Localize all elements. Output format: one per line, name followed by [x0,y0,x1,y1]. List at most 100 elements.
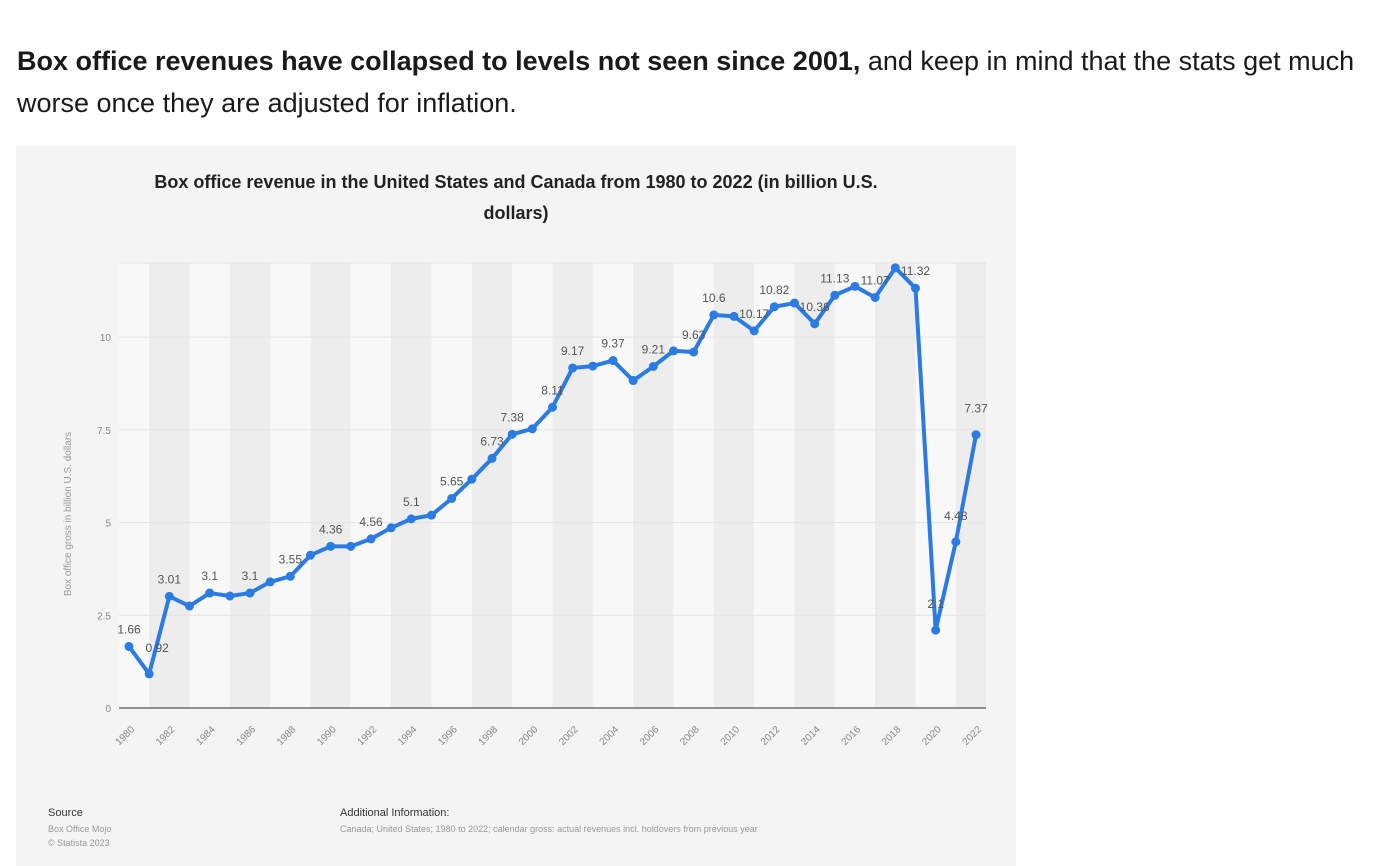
data-label-2008: 9.63 [682,328,706,342]
y-tick-label: 5 [105,519,111,530]
chart-card: Box office revenue in the United States … [16,146,1016,866]
data-point-1991 [346,541,356,551]
x-tick-label: 2004 [598,724,622,748]
data-point-2002 [568,363,578,373]
source-heading: Source [48,807,83,819]
x-tick-label: 1998 [477,724,501,748]
data-point-1993 [386,523,396,533]
additional-info-heading: Additional Information: [340,807,449,819]
data-label-1999: 7.38 [500,410,524,424]
data-point-1990 [326,541,336,551]
data-label-1988: 3.55 [279,552,303,566]
band-2004 [592,263,634,708]
band-2012 [754,263,795,708]
x-tick-label: 1982 [154,724,178,748]
data-point-2017 [870,292,880,302]
x-tick-label: 2014 [799,724,823,748]
band-1994 [391,263,432,708]
data-label-2001: 8.11 [541,383,564,397]
data-label-1998: 6.73 [480,434,504,448]
y-tick-label: 0 [105,704,111,715]
data-label-1982: 3.01 [158,572,182,586]
source-line2: © Statista 2023 [48,838,110,848]
data-point-1995 [427,510,436,520]
data-point-1999 [507,429,517,439]
x-tick-label: 2018 [880,724,904,748]
chart-title-line1: Box office revenue in the United States … [154,172,877,192]
data-point-2007 [669,346,678,356]
data-points [124,263,981,679]
band-1992 [350,263,392,708]
data-label-2004: 9.37 [601,337,625,351]
x-tick-label: 1980 [114,724,138,748]
data-label-2002: 9.17 [561,344,585,358]
data-point-1985 [225,591,235,601]
data-point-1981 [144,669,154,679]
data-point-1989 [306,550,315,560]
data-point-1986 [245,588,255,598]
data-point-2013 [790,298,799,308]
data-point-2012 [769,302,779,312]
data-label-1990: 4.36 [319,522,343,536]
x-tick-label: 1996 [436,724,460,748]
data-label-1980: 1.66 [117,622,141,636]
data-point-1980 [124,641,134,651]
x-tick-label: 1988 [275,724,299,748]
data-point-2006 [648,361,658,371]
data-point-2005 [628,376,638,386]
x-tick-label: 1994 [396,724,420,748]
data-point-2000 [527,424,537,434]
line-chart: Box office revenue in the United States … [48,172,988,848]
band-2016 [834,263,876,708]
data-point-1987 [265,577,275,587]
band-2022 [955,263,986,708]
x-tick-label: 2022 [961,724,985,748]
data-label-2009: 10.6 [702,291,726,305]
data-label-1986: 3.1 [242,569,259,583]
data-point-2022 [971,430,981,440]
data-label-1984: 3.1 [201,569,218,583]
data-point-2020 [931,625,941,635]
intro-bold: Box office revenues have collapsed to le… [17,46,861,76]
x-tick-label: 2010 [719,724,743,748]
data-point-1994 [406,514,416,524]
data-point-2008 [689,347,699,357]
data-point-2019 [911,283,920,293]
x-tick-label: 2000 [517,724,541,748]
x-axis-ticks: 1980 1982 1984 1986 1988 1990 1992 1994 1996 1998… [114,724,985,748]
data-point-2009 [709,310,719,320]
data-label-2017: 11.07 [861,273,890,287]
y-tick-label: 10 [100,333,112,344]
x-tick-label: 2008 [678,724,702,748]
band-2010 [713,263,755,708]
data-point-2001 [548,402,557,412]
chart-title-line2: dollars) [483,203,548,223]
source-line1: Box Office Mojo [48,824,111,834]
y-axis-ticks: 0 2.5 5 7.5 10 [97,333,111,715]
x-tick-label: 1990 [315,724,339,748]
data-label-1994: 5.1 [403,495,420,509]
data-point-2016 [850,281,860,291]
band-2020 [915,263,956,708]
data-point-1982 [164,591,174,601]
band-1986 [229,263,271,708]
additional-info-text: Canada; United States; 1980 to 2022; cal… [340,824,758,834]
data-label-2021: 4.48 [944,509,968,523]
data-point-2003 [588,361,598,371]
x-tick-label: 1984 [194,724,218,748]
data-labels: 1.66 0.92 3.01 3.1 3.1 3.55 4.36 4.56 5.1 5.65 6.7… [117,264,988,655]
data-point-2010 [729,311,739,321]
data-label-2011: 10.17 [739,307,769,321]
band-1998 [471,263,513,708]
x-tick-label: 1986 [235,724,259,748]
x-tick-label: 2016 [840,724,864,748]
data-point-2018 [890,263,900,273]
data-point-2015 [830,290,840,300]
intro-paragraph: Box office revenues have collapsed to le… [17,40,1387,124]
intro-rest: and keep in mind that the stats get much… [17,46,1355,118]
x-tick-label: 1992 [356,724,380,748]
data-point-1998 [487,453,497,463]
data-point-1988 [285,571,295,581]
band-1988 [270,263,311,708]
data-point-2014 [810,319,820,329]
